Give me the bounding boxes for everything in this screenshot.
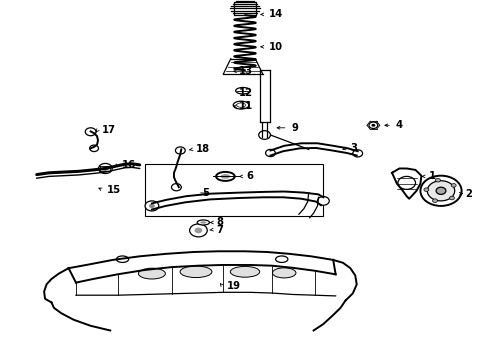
Circle shape [371,124,375,127]
Ellipse shape [272,268,296,278]
Circle shape [398,176,416,189]
Text: 9: 9 [292,123,298,133]
Circle shape [195,228,202,233]
Text: 4: 4 [396,120,403,130]
Ellipse shape [230,266,260,277]
Ellipse shape [180,266,212,278]
Text: 1: 1 [429,171,436,181]
Text: 19: 19 [226,281,241,291]
Circle shape [190,224,207,237]
Circle shape [85,128,96,136]
Circle shape [172,184,181,191]
Ellipse shape [275,256,288,262]
Text: 10: 10 [269,42,283,52]
Circle shape [353,150,363,157]
Ellipse shape [220,174,230,179]
Text: 7: 7 [217,225,223,235]
Ellipse shape [236,87,250,94]
Circle shape [90,145,98,152]
Circle shape [318,197,329,205]
Ellipse shape [237,103,245,107]
Text: 17: 17 [102,125,116,135]
Circle shape [424,188,429,192]
Circle shape [433,199,438,202]
Text: 12: 12 [239,88,253,98]
Circle shape [149,204,155,208]
Ellipse shape [216,172,235,181]
Ellipse shape [233,101,249,109]
Circle shape [427,181,455,201]
Text: 18: 18 [196,144,210,154]
Ellipse shape [200,221,207,224]
Text: 8: 8 [217,217,223,228]
Circle shape [420,176,462,206]
Text: 2: 2 [466,189,472,199]
Circle shape [451,184,456,187]
Text: 16: 16 [122,160,136,170]
Text: 13: 13 [239,66,253,76]
Ellipse shape [197,220,210,225]
Circle shape [369,122,378,129]
Text: 15: 15 [107,185,121,195]
Circle shape [145,201,159,211]
Circle shape [259,131,270,139]
Text: 5: 5 [202,188,209,198]
Text: 3: 3 [350,143,357,153]
Circle shape [266,149,275,157]
Circle shape [436,187,446,194]
Ellipse shape [138,268,165,279]
Circle shape [449,196,454,200]
Circle shape [436,179,441,182]
Circle shape [102,166,109,171]
Circle shape [175,147,185,154]
Bar [145,164,323,216]
Text: 14: 14 [269,9,283,19]
Text: 6: 6 [246,171,253,181]
Text: 11: 11 [239,101,253,111]
Ellipse shape [117,256,128,262]
Circle shape [98,163,112,174]
